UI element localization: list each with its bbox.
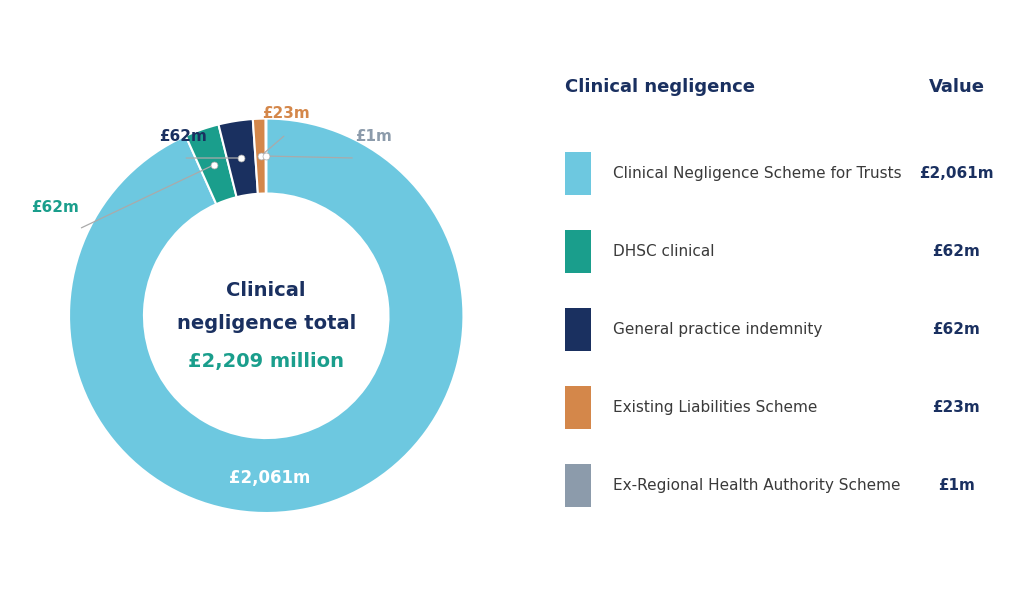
Text: £62m: £62m (160, 129, 207, 144)
Text: General practice indemnity: General practice indemnity (612, 322, 822, 337)
Text: £62m: £62m (31, 200, 79, 215)
Text: £62m: £62m (933, 244, 980, 259)
Text: Clinical negligence: Clinical negligence (565, 78, 756, 96)
Wedge shape (253, 119, 266, 194)
Text: Ex-Regional Health Authority Scheme: Ex-Regional Health Authority Scheme (612, 478, 900, 493)
FancyBboxPatch shape (565, 152, 592, 195)
Wedge shape (69, 119, 464, 513)
Wedge shape (218, 119, 258, 197)
Text: £1m: £1m (355, 129, 392, 144)
FancyBboxPatch shape (565, 230, 592, 273)
Text: £2,061m: £2,061m (920, 166, 993, 181)
Text: £23m: £23m (262, 105, 310, 120)
Text: DHSC clinical: DHSC clinical (612, 244, 714, 259)
FancyBboxPatch shape (565, 464, 592, 507)
Text: Clinical Negligence Scheme for Trusts: Clinical Negligence Scheme for Trusts (612, 166, 901, 181)
Text: negligence total: negligence total (176, 314, 356, 333)
Text: £2,061m: £2,061m (229, 468, 311, 486)
Text: Clinical: Clinical (226, 281, 306, 300)
Text: Existing Liabilities Scheme: Existing Liabilities Scheme (612, 400, 817, 415)
Wedge shape (185, 125, 237, 204)
Text: £62m: £62m (933, 322, 980, 337)
Text: Value: Value (929, 78, 984, 96)
Text: £23m: £23m (933, 400, 980, 415)
FancyBboxPatch shape (565, 308, 592, 352)
FancyBboxPatch shape (565, 386, 592, 429)
Text: £2,209 million: £2,209 million (188, 352, 344, 371)
Text: £1m: £1m (938, 478, 975, 493)
